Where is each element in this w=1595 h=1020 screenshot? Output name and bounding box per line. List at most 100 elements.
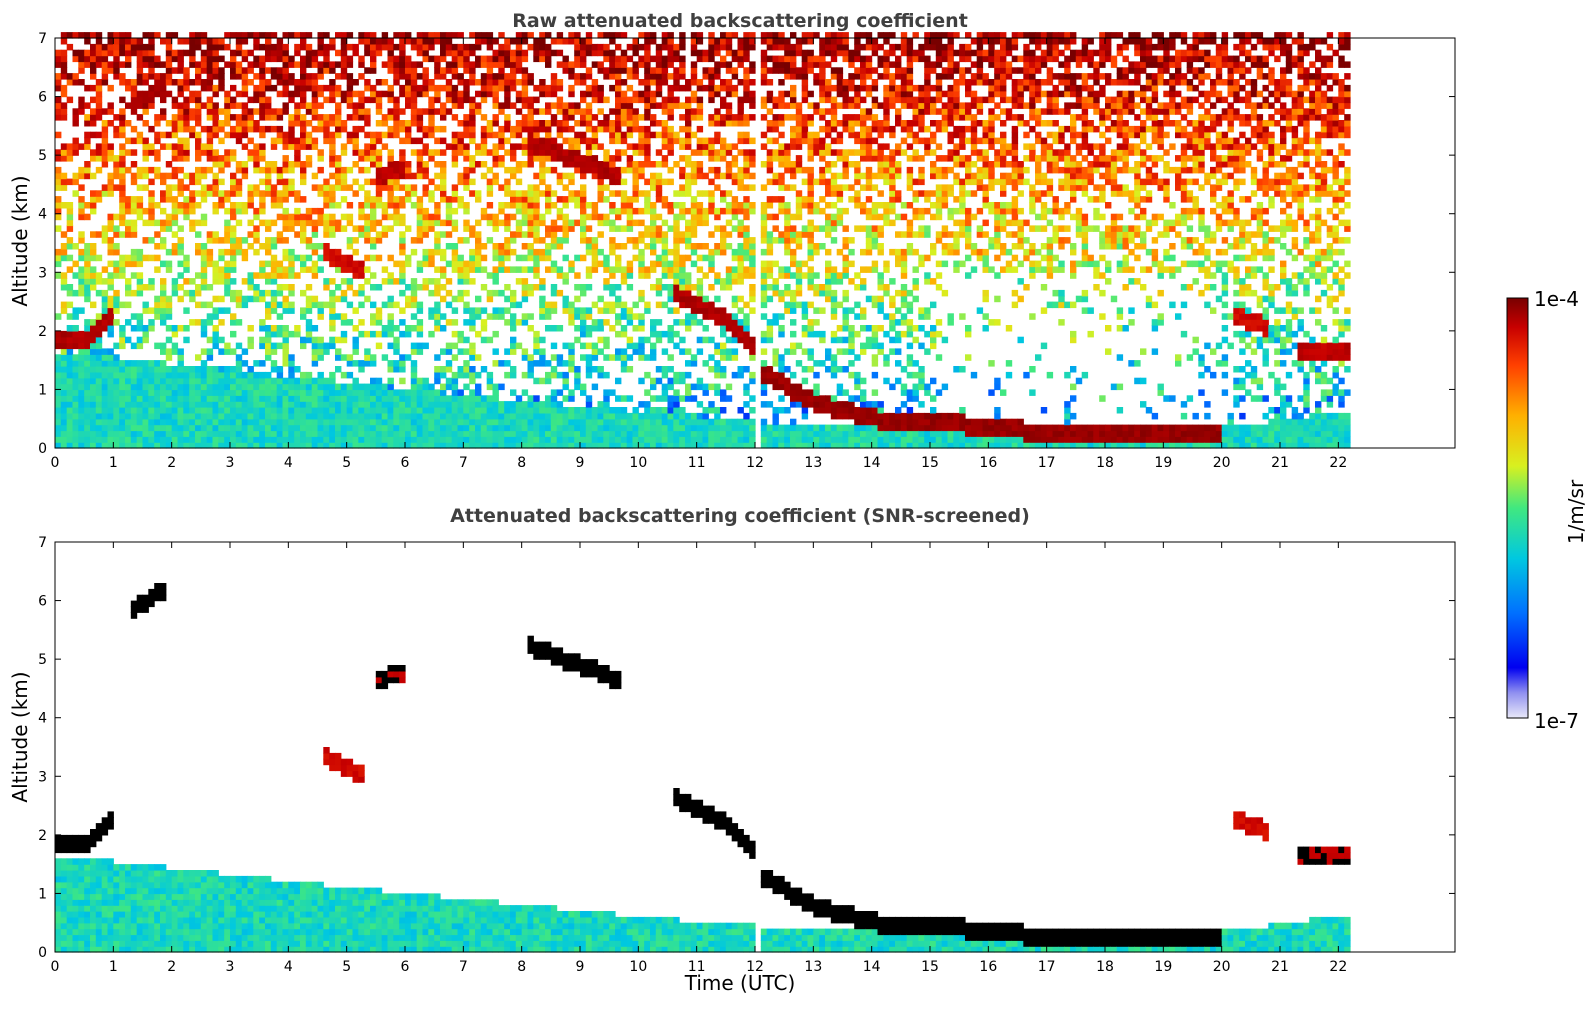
heatmap-cell [556,389,564,396]
heatmap-cell [440,108,447,115]
heatmap-cell [609,219,616,227]
heatmap-cell [445,430,453,437]
heatmap-cell [375,38,383,45]
heatmap-cell [113,260,120,268]
heatmap-cell [165,371,173,379]
heatmap-cell [603,149,610,156]
heatmap-cell [685,442,692,449]
heatmap-cell [183,84,190,92]
heatmap-cell [335,108,342,115]
heatmap-cell [597,231,604,238]
heatmap-cell [300,67,307,74]
heatmap-cell [300,418,307,426]
heatmap-cell [130,38,138,45]
heatmap-cell [171,49,179,57]
heatmap-cell [177,395,184,402]
heatmap-cell [165,225,173,232]
heatmap-cell [107,149,114,156]
heatmap-cell [539,348,546,355]
heatmap-cell [504,125,511,133]
heatmap-cell [591,207,599,215]
heatmap-cell [142,102,149,109]
heatmap-cell [644,266,651,273]
heatmap-cell [685,278,692,285]
heatmap-cell [620,114,628,121]
heatmap-cell [317,84,324,92]
heatmap-cell [644,424,651,432]
heatmap-cell [84,424,91,432]
heatmap-cell [317,120,324,127]
heatmap-cell [66,149,74,156]
heatmap-cell [107,32,114,39]
heatmap-cell [113,155,120,162]
heatmap-cell [165,313,173,320]
heatmap-cell [696,412,704,420]
heatmap-cell [171,55,179,63]
heatmap-cell [300,237,307,244]
heatmap-cell [90,418,97,426]
heatmap-cell [165,395,173,402]
heatmap-cell [480,84,488,92]
heatmap-cell [475,389,482,396]
heatmap-cell [480,172,488,180]
heatmap-cell [247,395,254,402]
heatmap-cell [352,430,359,437]
heatmap-cell [597,371,604,379]
heatmap-cell [574,155,581,162]
heatmap-cell [311,96,319,104]
heatmap-cell [580,383,587,391]
heatmap-cell [101,155,109,162]
heatmap-cell [195,143,202,150]
heatmap-cell [119,190,126,197]
heatmap-cell [638,348,645,355]
heatmap-cell [340,395,348,402]
heatmap-cell [440,149,447,156]
heatmap-cell [364,424,371,432]
heatmap-cell [667,149,674,156]
heatmap-cell [375,43,383,51]
heatmap-cell [270,301,278,309]
heatmap-cell [568,360,575,367]
heatmap-cell [375,120,383,127]
heatmap-cell [247,424,254,432]
heatmap-cell [72,289,79,297]
heatmap-cell [177,225,184,232]
heatmap-cell [440,383,447,391]
heatmap-cell [305,325,313,332]
heatmap-cell [527,360,534,367]
heatmap-cell [591,354,599,361]
heatmap-cell [457,172,464,180]
heatmap-cell [177,442,184,449]
heatmap-cell [580,166,587,174]
heatmap-cell [125,225,132,232]
heatmap-cell [574,79,581,86]
heatmap-cell [288,383,295,391]
heatmap-cell [580,407,587,414]
heatmap-cell [410,418,418,426]
heatmap-cell [72,79,79,86]
heatmap-cell [550,424,558,432]
heatmap-cell [55,114,62,121]
heatmap-cell [230,96,237,104]
heatmap-cell [340,43,348,51]
heatmap-cell [177,207,184,215]
heatmap-cell [125,319,132,326]
heatmap-cell [294,207,301,215]
heatmap-cell [130,313,138,320]
heatmap-cell [457,260,464,268]
heatmap-cell [387,377,394,385]
heatmap-cell [259,178,266,186]
heatmap-cell [422,32,429,39]
heatmap-cell [597,436,604,443]
heatmap-cell [66,237,74,244]
heatmap-cell [515,125,523,133]
heatmap-cell [107,295,114,303]
heatmap-cell [696,307,704,314]
heatmap-cell [504,149,511,156]
heatmap-cell [661,67,669,74]
heatmap-cell [323,114,330,121]
heatmap-cell [603,32,610,39]
heatmap-cell [282,73,289,80]
heatmap-cell [422,108,429,115]
heatmap-cell [562,38,569,45]
